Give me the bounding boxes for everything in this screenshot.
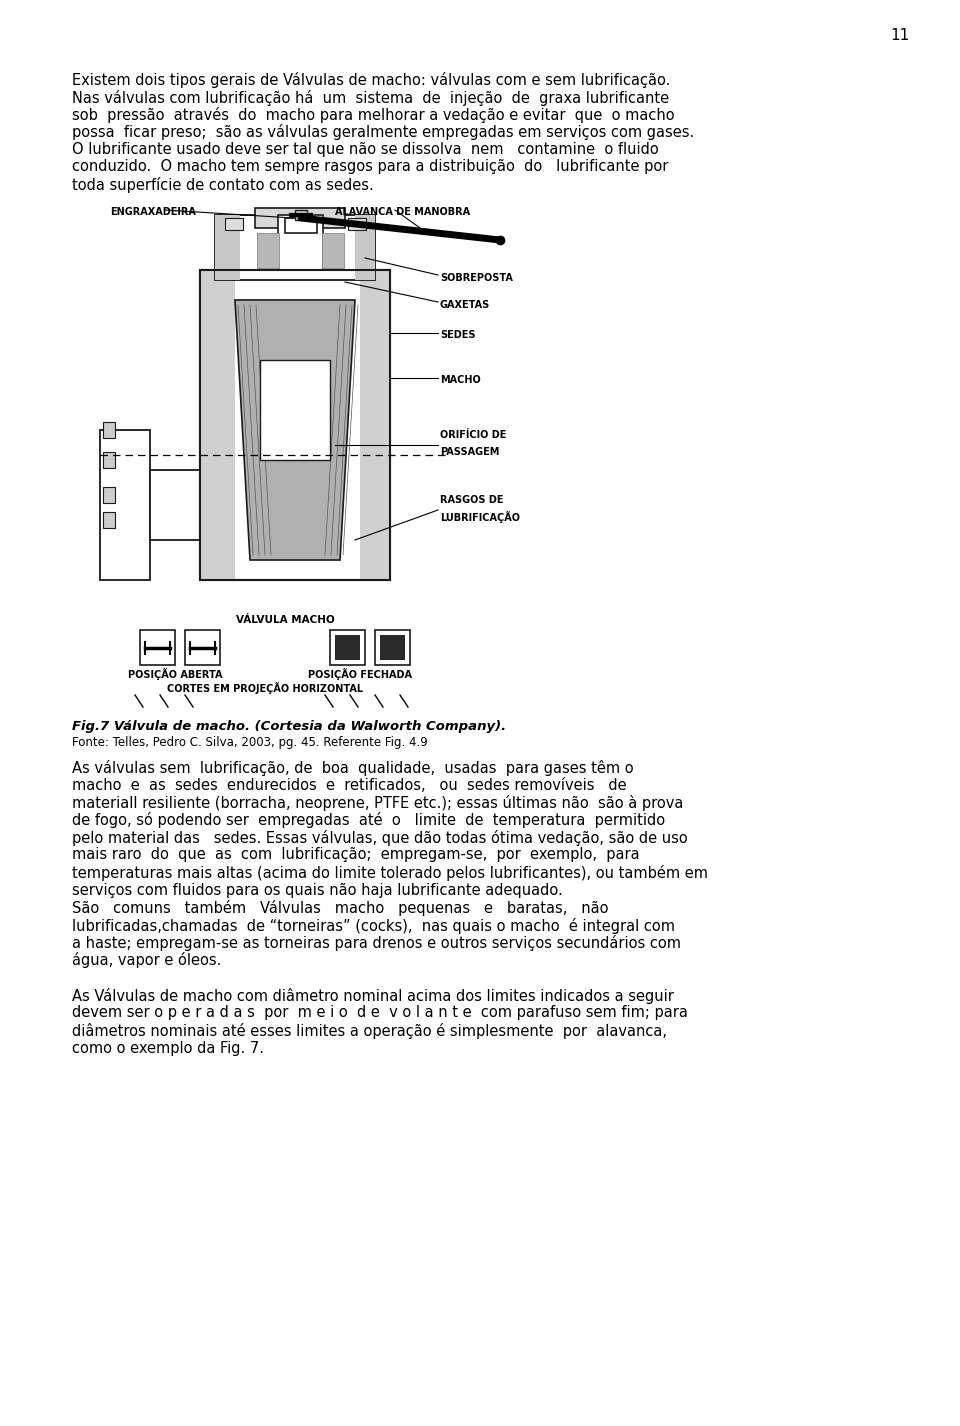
Text: RASGOS DE: RASGOS DE: [440, 495, 503, 505]
Text: ALAVANCA DE MANOBRA: ALAVANCA DE MANOBRA: [335, 207, 470, 217]
Bar: [215, 215, 375, 279]
Bar: [200, 270, 235, 580]
Text: de fogo, só podendo ser  empregadas  até  o   limite  de  temperatura  permitido: de fogo, só podendo ser empregadas até o…: [72, 813, 665, 829]
Text: Fig.7 Válvula de macho. (Cortesia da Walworth Company).: Fig.7 Válvula de macho. (Cortesia da Wal…: [72, 720, 506, 733]
Text: 11: 11: [891, 29, 910, 43]
Text: temperaturas mais altas (acima do limite tolerado pelos lubrificantes), ou també: temperaturas mais altas (acima do limite…: [72, 866, 708, 881]
Bar: [103, 422, 115, 438]
Bar: [348, 218, 366, 230]
Bar: [355, 215, 375, 279]
Text: mais raro  do  que  as  com  lubrificação;  empregam-se,  por  exemplo,  para: mais raro do que as com lubrificação; em…: [72, 847, 639, 863]
Bar: [295, 210, 307, 220]
Text: ORIFÍCIO DE: ORIFÍCIO DE: [440, 431, 506, 441]
Text: pelo material das   sedes. Essas válvulas, que dão todas ótima vedação, são de u: pelo material das sedes. Essas válvulas,…: [72, 830, 687, 846]
Text: possa  ficar preso;  são as válvulas geralmente empregadas em serviços com gases: possa ficar preso; são as válvulas geral…: [72, 124, 694, 141]
Text: lubrificadas,chamadas  de “torneiras” (cocks),  nas quais o macho  é integral co: lubrificadas,chamadas de “torneiras” (co…: [72, 917, 675, 934]
Bar: [200, 270, 390, 580]
Text: devem ser o p e r a d a s  por  m e i o  d e  v o l a n t e  com parafuso sem fi: devem ser o p e r a d a s por m e i o d …: [72, 1005, 688, 1021]
Text: diâmetros nominais até esses limites a operação é simplesmente  por  alavanca,: diâmetros nominais até esses limites a o…: [72, 1022, 667, 1040]
Text: As Válvulas de macho com diâmetro nominal acima dos limites indicados a seguir: As Válvulas de macho com diâmetro nomina…: [72, 988, 674, 1004]
Text: CORTES EM PROJEÇÃO HORIZONTAL: CORTES EM PROJEÇÃO HORIZONTAL: [167, 682, 363, 694]
Text: conduzido.  O macho tem sempre rasgos para a distribuição  do   lubrificante por: conduzido. O macho tem sempre rasgos par…: [72, 160, 668, 174]
Bar: [140, 630, 175, 665]
Bar: [215, 215, 240, 279]
Bar: [100, 431, 150, 580]
Text: GAXETAS: GAXETAS: [440, 299, 491, 309]
Bar: [103, 488, 115, 503]
Text: VÁLVULA MACHO: VÁLVULA MACHO: [235, 615, 334, 625]
Text: a haste; empregam-se as torneiras para drenos e outros serviços secundários com: a haste; empregam-se as torneiras para d…: [72, 935, 681, 951]
Text: O lubrificante usado deve ser tal que não se dissolva  nem   contamine  o fluido: O lubrificante usado deve ser tal que nã…: [72, 143, 659, 157]
Text: POSIÇÃO ABERTA: POSIÇÃO ABERTA: [128, 667, 223, 680]
Bar: [200, 270, 390, 580]
Text: serviços com fluidos para os quais não haja lubrificante adequado.: serviços com fluidos para os quais não h…: [72, 883, 563, 897]
Text: macho  e  as  sedes  endurecidos  e  retificados,   ou  sedes removíveis   de: macho e as sedes endurecidos e retificad…: [72, 777, 627, 793]
Bar: [257, 232, 279, 268]
Bar: [380, 635, 405, 660]
Bar: [285, 218, 317, 232]
Bar: [335, 635, 360, 660]
Bar: [375, 630, 410, 665]
Text: Nas válvulas com lubrificação há  um  sistema  de  injeção  de  graxa lubrifican: Nas válvulas com lubrificação há um sist…: [72, 90, 669, 106]
Bar: [103, 512, 115, 528]
Text: POSIÇÃO FECHADA: POSIÇÃO FECHADA: [308, 667, 412, 680]
Text: água, vapor e óleos.: água, vapor e óleos.: [72, 953, 222, 968]
Text: PASSAGEM: PASSAGEM: [440, 446, 499, 456]
Text: Fonte: Telles, Pedro C. Silva, 2003, pg. 45. Referente Fig. 4.9: Fonte: Telles, Pedro C. Silva, 2003, pg.…: [72, 736, 428, 749]
Text: Existem dois tipos gerais de Válvulas de macho: válvulas com e sem lubrificação.: Existem dois tipos gerais de Válvulas de…: [72, 71, 670, 88]
Bar: [278, 215, 323, 270]
Bar: [330, 630, 365, 665]
Text: sob  pressão  através  do  macho para melhorar a vedação e evitar  que  o macho: sob pressão através do macho para melhor…: [72, 107, 675, 123]
Bar: [255, 208, 345, 228]
Bar: [225, 218, 243, 230]
Text: LUBRIFICAÇÃO: LUBRIFICAÇÃO: [440, 511, 520, 523]
Text: São   comuns   também   Válvulas   macho   pequenas   e   baratas,   não: São comuns também Válvulas macho pequena…: [72, 900, 609, 915]
Text: MACHO: MACHO: [440, 375, 481, 385]
Bar: [260, 359, 330, 461]
Text: materiall resiliente (borracha, neoprene, PTFE etc.); essas últimas não  são à p: materiall resiliente (borracha, neoprene…: [72, 796, 684, 811]
Text: SEDES: SEDES: [440, 329, 475, 339]
Text: SOBREPOSTA: SOBREPOSTA: [440, 272, 513, 282]
Polygon shape: [235, 299, 355, 560]
Bar: [150, 471, 200, 540]
Bar: [103, 452, 115, 468]
Text: ENGRAXADEIRA: ENGRAXADEIRA: [110, 207, 196, 217]
Bar: [185, 630, 220, 665]
Text: As válvulas sem  lubrificação, de  boa  qualidade,  usadas  para gases têm o: As válvulas sem lubrificação, de boa qua…: [72, 760, 634, 776]
Text: como o exemplo da Fig. 7.: como o exemplo da Fig. 7.: [72, 1041, 264, 1055]
Bar: [322, 232, 344, 268]
Bar: [360, 270, 390, 580]
Text: toda superfície de contato com as sedes.: toda superfície de contato com as sedes.: [72, 177, 373, 193]
